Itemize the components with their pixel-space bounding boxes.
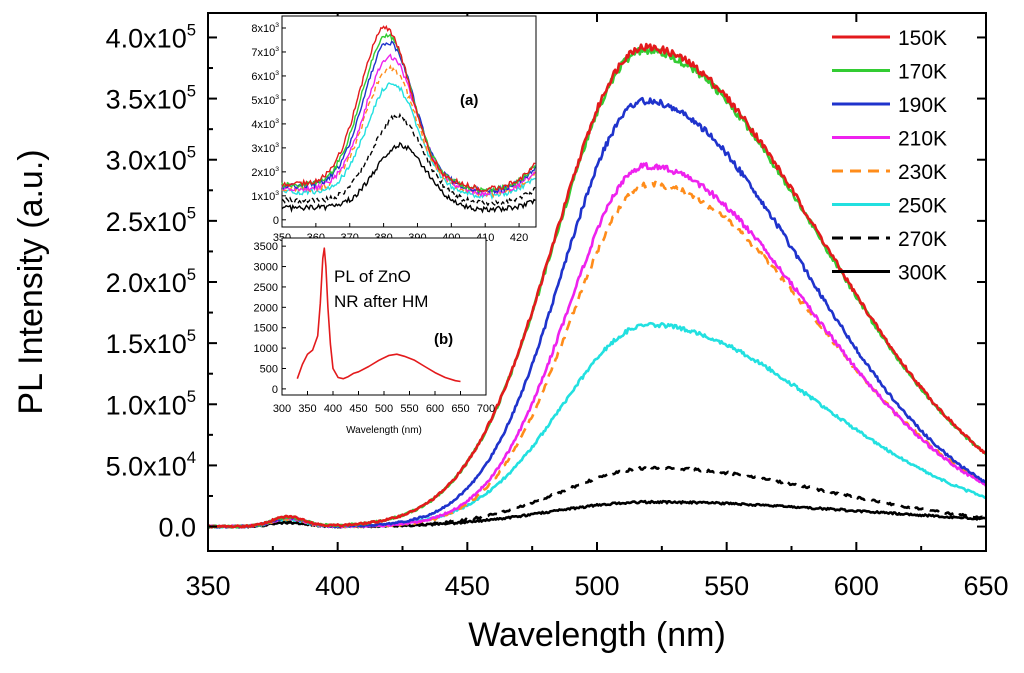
y-tick-label-250000: 2.5x105: [106, 204, 196, 237]
inset-a-line-150K: [281, 24, 536, 193]
x-tick-label-650: 650: [963, 571, 1008, 601]
inset-b-ticks: 300 350 400 450 500 550 600 650 700 0 500 1000 1500 2…: [254, 241, 496, 415]
inset-b-annotation-line-1: PL of ZnO: [334, 267, 411, 286]
inset-a-y-tick-label-2000: 2x103: [251, 166, 279, 179]
inset-b-y-tick-label-500: 500: [260, 363, 278, 375]
inset-a-line-300K: [281, 141, 536, 214]
legend-label-170K: 170K: [898, 61, 947, 84]
inset-b-x-tick-label-650: 650: [451, 403, 469, 415]
x-tick-label-350: 350: [185, 571, 230, 601]
inset-a-y-tick-label-0: 0: [273, 215, 279, 227]
inset-b-x-tick-label-300: 300: [273, 403, 291, 415]
x-tick-label-450: 450: [445, 571, 490, 601]
main-series-layer: [206, 42, 988, 529]
series-line-300K: [207, 499, 987, 529]
inset-b-y-tick-label-1500: 1500: [254, 323, 278, 335]
series-line-150K: [208, 42, 987, 529]
inset-a-y-tick-label-6000: 6x103: [251, 70, 279, 83]
x-tick-label-550: 550: [704, 571, 749, 601]
legend-label-230K: 230K: [898, 161, 947, 184]
inset-b-x-tick-label-600: 600: [426, 403, 444, 415]
legend-label-210K: 210K: [898, 128, 947, 151]
series-line-270K: [207, 465, 987, 529]
legend-label-300K: 300K: [898, 262, 947, 285]
inset-b-y-tick-label-1000: 1000: [254, 343, 278, 355]
inset-b-x-tick-label-350: 350: [298, 403, 316, 415]
legend-label-190K: 190K: [898, 94, 947, 117]
y-tick-label-350000: 3.5x105: [106, 81, 196, 114]
y-tick-label-50000: 5.0x104: [106, 448, 196, 481]
inset-b-x-tick-label-700: 700: [477, 403, 495, 415]
main-ticks: 350 400 450 500 550 600 650 0.0 5.0x104 1.0x105 1.…: [106, 13, 1009, 601]
inset-b-x-tick-label-400: 400: [324, 403, 342, 415]
inset-a-y-tick-label-4000: 4x103: [251, 118, 279, 131]
y-tick-label-300000: 3.0x105: [106, 143, 196, 176]
inset-b-y-tick-label-0: 0: [272, 384, 278, 396]
inset-a-x-tick-label-420: 420: [510, 232, 528, 244]
inset-b-y-tick-label-3000: 3000: [254, 262, 278, 274]
inset-b-annotation-line-2: NR after HM: [334, 292, 428, 311]
inset-b-y-tick-label-2000: 2000: [254, 302, 278, 314]
inset-b-x-tick-label-500: 500: [375, 403, 393, 415]
inset-b-y-tick-label-2500: 2500: [254, 282, 278, 294]
y-tick-label-100000: 1.0x105: [106, 387, 196, 420]
legend-label-150K: 150K: [898, 27, 947, 50]
inset-a-y-tick-label-1000: 1x103: [251, 190, 279, 203]
y-tick-label-400000: 4.0x105: [106, 20, 196, 53]
legend: 150K 170K 190K 210K 230K 250K 270K 300K: [832, 27, 947, 285]
inset-b-y-tick-label-3500: 3500: [254, 241, 278, 253]
inset-a-y-tick-label-7000: 7x103: [251, 46, 279, 59]
inset-a-series-layer: [281, 24, 536, 214]
legend-label-250K: 250K: [898, 195, 947, 218]
inset-a-y-tick-label-5000: 5x103: [251, 94, 279, 107]
inset-a-y-tick-label-8000: 8x103: [251, 22, 279, 35]
y-tick-label-200000: 2.0x105: [106, 265, 196, 298]
inset-b-x-axis-title: Wavelength (nm): [346, 425, 422, 436]
main-y-axis-title: PL Intensity (a.u.): [12, 149, 50, 414]
inset-b-line: [296, 247, 461, 383]
inset-a-y-tick-label-3000: 3x103: [251, 142, 279, 155]
main-x-axis-title: Wavelength (nm): [468, 616, 726, 654]
inset-b-x-tick-label-550: 550: [400, 403, 418, 415]
inset-b-frame: [281, 237, 487, 396]
x-tick-label-600: 600: [834, 571, 879, 601]
y-tick-label-0: 0.0: [158, 513, 196, 543]
inset-b-tag: (b): [434, 331, 453, 348]
inset-b-series-layer: [296, 247, 461, 383]
inset-a-tag: (a): [460, 92, 478, 109]
x-tick-label-500: 500: [574, 571, 619, 601]
inset-a-line-230K: [281, 64, 536, 199]
x-tick-label-400: 400: [315, 571, 360, 601]
inset-a-line-270K: [281, 112, 536, 207]
inset-b-x-tick-label-450: 450: [349, 403, 367, 415]
y-tick-label-150000: 1.5x105: [106, 326, 196, 359]
legend-label-270K: 270K: [898, 228, 947, 251]
